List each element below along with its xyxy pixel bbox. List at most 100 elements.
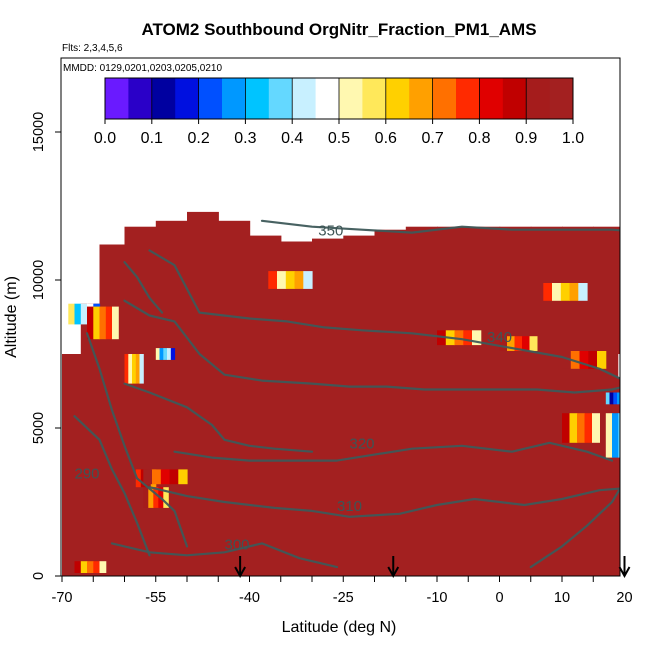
contour-line: [73, 415, 151, 557]
colorbar-swatch: [526, 78, 550, 119]
colorbar-tick-label: 0.3: [234, 130, 256, 147]
contour-line: [110, 542, 339, 569]
y-tick-label: 15000: [31, 112, 47, 152]
contour-label: 310: [337, 498, 362, 515]
data-cell: [643, 434, 649, 458]
contour-label: 300: [637, 516, 650, 533]
y-tick-label: 0: [31, 572, 47, 580]
data-cell: [569, 283, 579, 301]
colorbar-tick-label: 0.1: [141, 130, 163, 147]
colorbar-swatch: [315, 78, 340, 119]
colorbar-swatch: [339, 78, 363, 119]
data-cell: [99, 306, 107, 340]
contour-line: [123, 299, 620, 394]
data-cell: [588, 351, 598, 369]
colorbar-swatches: [105, 78, 574, 119]
data-cell: [643, 354, 650, 378]
colorbar-swatch: [175, 78, 199, 119]
data-cell: [637, 354, 644, 378]
chart-title: ATOM2 Southbound OrgNitr_Fraction_PM1_AM…: [141, 20, 536, 39]
data-cell: [597, 351, 607, 369]
data-cell: [570, 351, 581, 369]
y-tick-label: 5000: [31, 412, 47, 444]
x-axis: -70-55-40-25-1001020304050607080: [52, 575, 633, 606]
coverage-column: [187, 211, 219, 576]
data-patches: [68, 271, 650, 573]
coverage-column: [374, 229, 407, 576]
data-cell: [592, 413, 600, 443]
dates-label: MMDD: 0129,0201,0203,0205,0210: [63, 63, 222, 74]
contour-label: 300: [224, 536, 249, 553]
data-cell: [163, 487, 169, 508]
data-cell: [605, 392, 611, 405]
colorbar-tick-label: 1.0: [562, 130, 584, 147]
colorbar-tick-label: 0.9: [515, 130, 537, 147]
data-cell: [463, 330, 473, 346]
data-cell: [155, 348, 161, 360]
data-cell: [605, 413, 613, 458]
data-cell: [294, 271, 304, 289]
contour-label: 350: [318, 223, 343, 240]
x-axis-label: Latitude (deg N): [282, 619, 397, 636]
colorbar-tick-label: 0.5: [328, 130, 350, 147]
data-cell: [148, 487, 154, 508]
colorbar-tick-label: 0.2: [187, 130, 209, 147]
data-cell: [617, 392, 620, 405]
coverage-column: [218, 220, 251, 576]
colorbar-swatch: [456, 78, 480, 119]
coverage-column: [249, 235, 282, 576]
x-tick-label: -25: [333, 590, 354, 606]
data-cell: [514, 336, 523, 351]
data-cell: [87, 561, 94, 573]
contour-label: 290: [74, 465, 99, 482]
contour-line: [123, 261, 164, 314]
data-cell: [612, 413, 619, 458]
data-cell: [152, 469, 162, 485]
coverage-column: [312, 238, 344, 576]
colorbar-tick-label: 0.0: [94, 130, 116, 147]
data-cell: [507, 336, 515, 351]
data-cell: [578, 283, 588, 301]
data-cell: [631, 413, 638, 457]
colorbar: 0.0 0.1 0.2 0.3 0.4 0.5 0.6 0.7 0.8 0.9 1.0: [94, 77, 584, 147]
data-cell: [552, 283, 562, 301]
data-cell: [167, 348, 172, 360]
data-cell: [124, 354, 129, 384]
potential-temperature-contours: [73, 219, 620, 569]
data-cell: [135, 354, 141, 384]
colorbar-tick-label: 0.4: [281, 130, 303, 147]
colorbar-tick-label: 0.8: [468, 130, 490, 147]
contour-line: [123, 382, 314, 453]
data-cell: [303, 271, 313, 289]
colorbar-swatch: [128, 78, 153, 119]
colorbar-swatch: [222, 78, 246, 119]
data-cell: [643, 475, 650, 490]
coverage-column: [124, 226, 157, 576]
data-cell: [80, 303, 88, 325]
colorbar-swatch: [151, 78, 176, 119]
y-tick-label: 10000: [31, 260, 47, 300]
coverage-column: [437, 226, 469, 576]
coverage-column: [499, 226, 532, 576]
data-cell: [130, 469, 137, 488]
x-tick-label: 0: [495, 590, 503, 606]
data-cell: [454, 330, 464, 346]
plot-area: 290300310320330340350350280290300: [62, 211, 650, 576]
data-cell: [618, 413, 620, 458]
coverage-column: [280, 241, 313, 576]
colorbar-swatch: [362, 78, 387, 119]
coverage-column: [343, 235, 376, 576]
colorbar-tick-label: 0.7: [421, 130, 443, 147]
data-cell: [169, 469, 179, 485]
contour-label: 320: [349, 436, 374, 453]
data-cell: [543, 283, 553, 301]
data-cell: [160, 469, 171, 485]
contour-line: [85, 332, 189, 548]
data-cell: [625, 354, 632, 378]
data-cell: [170, 348, 176, 360]
colorbar-swatch: [105, 78, 129, 119]
data-cell: [562, 413, 570, 443]
data-cell: [93, 561, 101, 573]
data-cell: [631, 354, 638, 378]
flights-label: Flts: 2,3,4,5,6: [62, 43, 123, 54]
